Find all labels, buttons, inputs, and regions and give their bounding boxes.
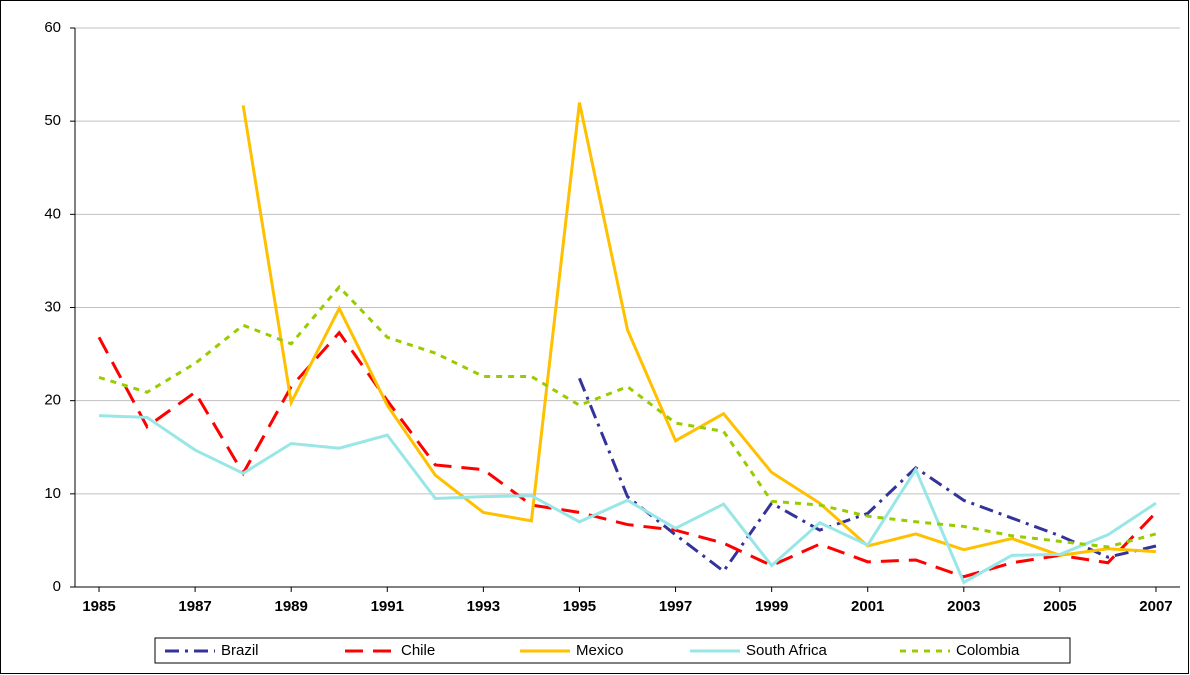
- x-tick-label: 1995: [563, 598, 596, 615]
- y-tick-label: 30: [44, 298, 61, 315]
- legend-label: Mexico: [576, 642, 624, 659]
- y-tick-label: 60: [44, 19, 61, 36]
- legend-label: Brazil: [221, 642, 259, 659]
- series-line: [578, 377, 1157, 574]
- y-tick-label: 20: [44, 392, 61, 409]
- x-tick-label: 1993: [467, 598, 500, 615]
- series-line: [241, 102, 1157, 557]
- x-tick-label: 2007: [1139, 598, 1172, 615]
- x-tick-label: 1991: [371, 598, 404, 615]
- x-tick-label: 2003: [947, 598, 980, 615]
- x-tick-label: 2005: [1043, 598, 1076, 615]
- y-tick-label: 10: [44, 485, 61, 502]
- legend-label: Colombia: [956, 642, 1020, 659]
- legend-label: Chile: [401, 642, 435, 659]
- x-tick-label: 1989: [275, 598, 308, 615]
- y-tick-label: 40: [44, 205, 61, 222]
- series-line: [98, 414, 1157, 585]
- y-tick-label: 0: [53, 578, 61, 595]
- x-tick-label: 1997: [659, 598, 692, 615]
- series-line: [97, 330, 1158, 579]
- y-tick-label: 50: [44, 112, 61, 129]
- x-tick-label: 1999: [755, 598, 788, 615]
- x-tick-label: 1987: [178, 598, 211, 615]
- x-tick-label: 2001: [851, 598, 884, 615]
- legend-label: South Africa: [746, 642, 828, 659]
- x-tick-label: 1985: [82, 598, 115, 615]
